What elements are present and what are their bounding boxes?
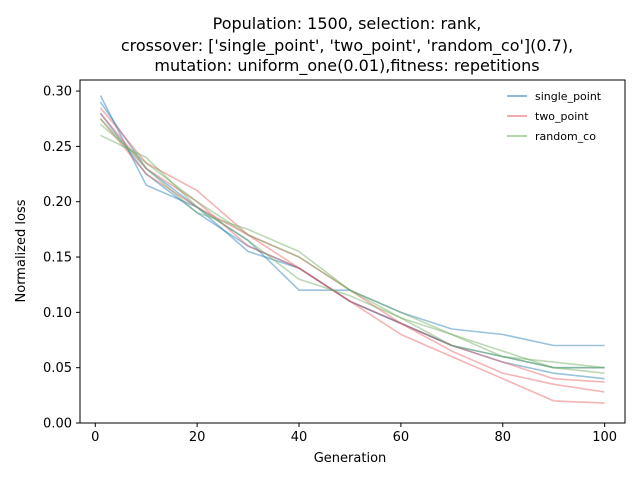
legend: single_point two_point random_co	[507, 90, 602, 143]
y-tick-label: 0.20	[43, 195, 72, 210]
series-line-1	[99, 95, 605, 347]
y-tick-label: 0.25	[43, 140, 72, 155]
x-tick-label: 100	[592, 430, 617, 445]
y-tick-label: 0.00	[43, 417, 72, 432]
plot-lines	[99, 95, 605, 404]
series-line-5	[99, 112, 605, 383]
x-tick-label: 60	[393, 430, 410, 445]
x-tick-label: 40	[291, 430, 308, 445]
y-axis-label: Normalized loss	[14, 199, 29, 302]
y-tick-label: 0.15	[43, 251, 72, 266]
legend-label-random_co: random_co	[535, 130, 596, 143]
plot-frame	[79, 79, 626, 424]
series-line-3	[99, 112, 605, 380]
x-tick-label: 0	[91, 430, 99, 445]
chart-title-line-2: crossover: ['single_point', 'two_point',…	[121, 36, 573, 56]
series-line-7	[99, 123, 605, 369]
series-line-4	[99, 118, 605, 404]
legend-label-single_point: single_point	[535, 90, 602, 103]
series-line-6	[99, 107, 605, 393]
y-tick-label: 0.30	[43, 85, 72, 100]
chart-title-line-1: Population: 1500, selection: rank,	[213, 14, 482, 33]
x-tick-label: 80	[494, 430, 511, 445]
series-line-9	[99, 118, 605, 369]
series-line-8	[100, 134, 605, 374]
y-tick-label: 0.10	[43, 306, 72, 321]
x-axis-ticks: 0 20 40 60 80 100	[91, 423, 617, 445]
chart-title-line-3: mutation: uniform_one(0.01),fitness: rep…	[154, 56, 539, 76]
x-tick-label: 20	[189, 430, 206, 445]
x-axis-label: Generation	[314, 451, 387, 466]
legend-label-two_point: two_point	[535, 110, 589, 123]
y-tick-label: 0.05	[43, 361, 72, 376]
y-axis-ticks: 0.00 0.05 0.10 0.15 0.20 0.25 0.30	[43, 85, 80, 432]
series-line-2	[99, 101, 605, 369]
